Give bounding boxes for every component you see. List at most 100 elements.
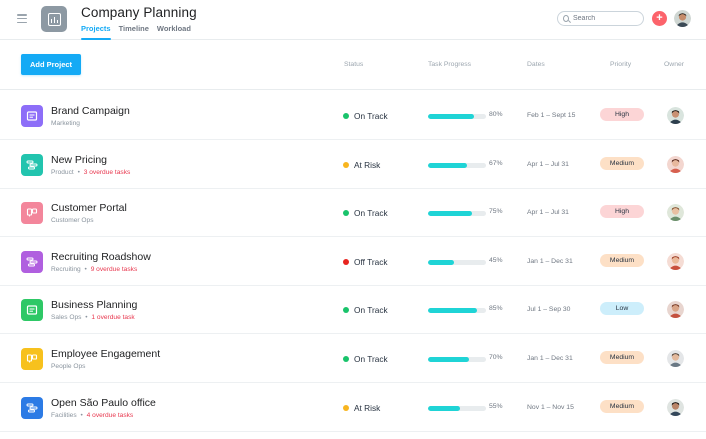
owner-avatar[interactable]: [667, 204, 684, 222]
column-header-status[interactable]: Status: [344, 61, 364, 68]
task-progress-bar: [428, 405, 486, 411]
status-dot-icon: [343, 258, 349, 265]
project-name[interactable]: Recruiting Roadshow: [51, 250, 151, 263]
owner-avatar[interactable]: [667, 350, 684, 367]
owner-avatar[interactable]: [667, 107, 684, 124]
status-dot-icon: [343, 113, 349, 119]
priority-badge[interactable]: High: [600, 108, 644, 121]
status-indicator[interactable]: At Risk: [343, 403, 380, 413]
project-row[interactable]: New Pricing Product • 3 overdue tasks At…: [0, 140, 706, 189]
project-name[interactable]: Business Planning: [51, 299, 138, 312]
project-meta: Customer Ops: [51, 217, 94, 224]
column-header-owner[interactable]: Owner: [664, 61, 685, 68]
project-row[interactable]: Open São Paulo office Facilities • 4 ove…: [0, 383, 706, 432]
user-avatar[interactable]: [674, 10, 691, 27]
task-progress-fill: [428, 405, 460, 411]
search-box[interactable]: [557, 11, 644, 26]
owner-avatar[interactable]: [667, 155, 684, 173]
priority-badge[interactable]: Medium: [600, 351, 644, 364]
status-indicator[interactable]: On Track: [343, 208, 388, 218]
status-indicator[interactable]: On Track: [343, 305, 388, 315]
project-dates[interactable]: Jul 1 – Sep 30: [527, 306, 571, 314]
tab-workload[interactable]: Workload: [156, 24, 191, 33]
quick-add-button[interactable]: +: [652, 11, 667, 26]
project-team: Product: [51, 168, 74, 176]
overdue-count[interactable]: 3 overdue tasks: [83, 168, 131, 176]
task-progress-percent: 55%: [489, 402, 503, 410]
separator-dot: •: [77, 168, 80, 176]
status-label: On Track: [354, 354, 388, 364]
project-dates[interactable]: Apr 1 – Jul 31: [527, 160, 569, 168]
board-icon: [21, 348, 43, 370]
project-team: People Ops: [51, 363, 86, 370]
task-progress-percent: 67%: [489, 159, 503, 167]
search-icon: [563, 15, 569, 22]
project-name[interactable]: New Pricing: [51, 153, 108, 166]
owner-avatar[interactable]: [667, 398, 684, 416]
add-project-button[interactable]: Add Project: [21, 54, 81, 75]
project-dates[interactable]: Apr 1 – Jul 31: [527, 209, 569, 217]
status-dot-icon: [343, 161, 349, 168]
priority-badge[interactable]: Medium: [600, 156, 644, 170]
separator-dot: •: [85, 314, 88, 322]
project-team: Marketing: [51, 120, 80, 127]
project-name[interactable]: Brand Campaign: [51, 105, 130, 117]
status-indicator[interactable]: On Track: [343, 111, 388, 121]
priority-badge[interactable]: High: [600, 205, 644, 219]
status-indicator[interactable]: Off Track: [343, 257, 388, 267]
project-meta: People Ops: [51, 363, 85, 370]
status-indicator[interactable]: On Track: [343, 354, 388, 364]
row-divider: [0, 430, 706, 432]
column-header-priority[interactable]: Priority: [610, 61, 632, 68]
project-team: Customer Ops: [51, 217, 94, 225]
priority-badge[interactable]: Medium: [600, 399, 644, 413]
task-progress-bar: [428, 357, 486, 362]
menu-icon[interactable]: [17, 14, 27, 23]
project-chart-icon: [41, 6, 67, 32]
document-icon: [21, 299, 43, 322]
project-dates[interactable]: Nov 1 – Nov 15: [527, 403, 574, 411]
project-meta: Facilities • 4 overdue tasks: [51, 412, 133, 419]
project-name[interactable]: Open São Paulo office: [51, 396, 156, 409]
task-progress-bar: [428, 308, 486, 314]
tab-projects[interactable]: Projects: [81, 24, 111, 40]
project-row[interactable]: Recruiting Roadshow Recruiting • 9 overd…: [0, 237, 706, 286]
project-meta: Recruiting • 9 overdue tasks: [51, 266, 137, 273]
project-dates[interactable]: Jan 1 – Dec 31: [527, 355, 573, 362]
project-meta: Marketing: [51, 120, 80, 127]
overdue-count[interactable]: 9 overdue tasks: [90, 265, 138, 273]
owner-avatar[interactable]: [667, 301, 684, 319]
separator-dot: •: [80, 411, 83, 419]
overdue-count[interactable]: 4 overdue tasks: [86, 411, 134, 419]
owner-avatar[interactable]: [667, 252, 684, 270]
board-icon: [21, 202, 43, 225]
project-dates[interactable]: Jan 1 – Dec 31: [527, 257, 573, 265]
priority-badge[interactable]: Low: [600, 302, 644, 316]
project-row[interactable]: Business Planning Sales Ops • 1 overdue …: [0, 285, 706, 335]
project-row[interactable]: Customer Portal Customer Ops On Track 75…: [0, 188, 706, 238]
search-input[interactable]: [573, 15, 643, 22]
row-divider: [0, 139, 706, 140]
separator-dot: •: [84, 265, 87, 273]
task-progress-fill: [428, 259, 455, 265]
project-name[interactable]: Employee Engagement: [51, 348, 161, 360]
task-progress-percent: 80%: [489, 111, 503, 118]
project-row[interactable]: Employee Engagement People Ops On Track …: [0, 334, 706, 383]
task-progress-percent: 45%: [489, 256, 503, 264]
project-name[interactable]: Customer Portal: [51, 202, 127, 215]
project-dates[interactable]: Feb 1 – Sept 15: [527, 112, 576, 119]
task-progress-percent: 85%: [489, 305, 503, 313]
task-progress-percent: 75%: [489, 208, 503, 216]
document-icon: [21, 105, 43, 127]
column-header-dates[interactable]: Dates: [527, 61, 545, 68]
column-header-progress[interactable]: Task Progress: [428, 61, 472, 68]
status-label: On Track: [354, 208, 388, 219]
row-divider: [0, 284, 706, 286]
project-team: Facilities: [51, 411, 77, 419]
tab-timeline[interactable]: Timeline: [118, 24, 149, 33]
priority-badge[interactable]: Medium: [600, 253, 644, 267]
status-indicator[interactable]: At Risk: [343, 160, 380, 170]
project-row[interactable]: Brand Campaign Marketing On Track 80% Fe…: [0, 91, 706, 140]
status-dot-icon: [343, 210, 349, 217]
overdue-count[interactable]: 1 overdue task: [91, 314, 135, 322]
